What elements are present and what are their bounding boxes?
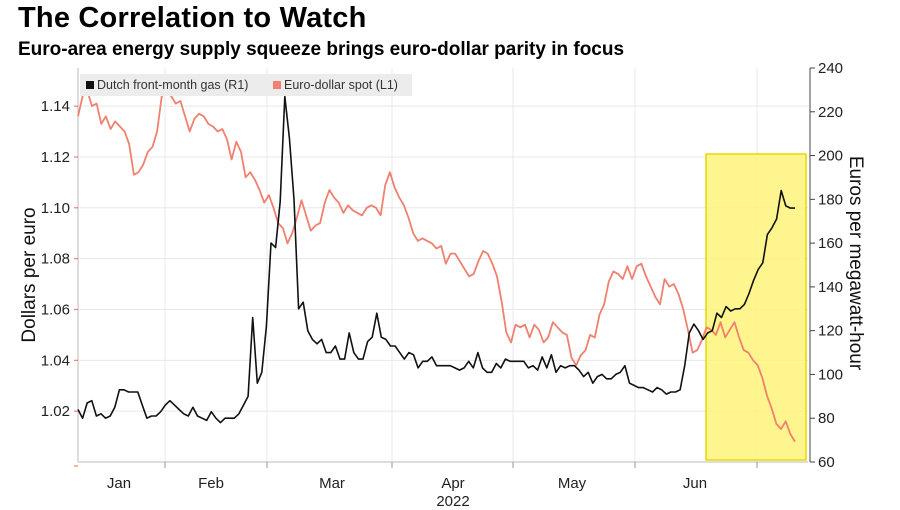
series-line-eurusd: [77, 90, 796, 443]
y-right-tick-label: 140: [818, 279, 843, 296]
y-right-tick-label: 120: [818, 323, 843, 340]
x-tick-label: Apr: [441, 475, 464, 492]
series-line-gas: [77, 95, 795, 424]
y-left-tick-label: 1.04: [41, 352, 70, 369]
legend-background: [80, 74, 412, 96]
x-tick-label: Jan: [107, 475, 131, 492]
y-right-tick-label: 200: [818, 148, 843, 165]
tick-labels: 1.02 1.04 1.06 1.08 1.10 1.12 1.14 60 80 100 120 14…: [41, 60, 843, 492]
y-left-tick-label: 1.02: [41, 403, 70, 420]
x-axis-year-label: 2022: [436, 493, 469, 510]
x-tick-label: Mar: [319, 475, 345, 492]
legend-label-gas: Dutch front-month gas (R1): [97, 78, 248, 92]
legend-swatch-gas: [86, 81, 94, 89]
chart-subtitle: Euro-area energy supply squeeze brings e…: [18, 39, 625, 60]
x-tick-label: Jun: [683, 475, 707, 492]
y-left-tick-label: 1.06: [41, 301, 70, 318]
x-tick-label: Feb: [198, 475, 224, 492]
legend-label-eurusd: Euro-dollar spot (L1): [284, 78, 398, 92]
y-left-tick-label: 1.08: [41, 251, 70, 268]
y-left-tick-label: 1.10: [41, 200, 70, 217]
series-lines: [77, 90, 796, 443]
y-axis-right-title: Euros per megawatt-hour: [845, 156, 866, 371]
x-tick-label: May: [558, 475, 587, 492]
legend-swatch-eurusd: [273, 81, 281, 89]
y-left-tick-label: 1.14: [41, 98, 70, 115]
y-right-tick-label: 160: [818, 235, 843, 252]
axes: [74, 67, 815, 468]
y-right-tick-label: 80: [818, 410, 835, 427]
y-right-tick-label: 220: [818, 104, 843, 121]
y-right-tick-label: 100: [818, 366, 843, 383]
legend: Dutch front-month gas (R1) Euro-dollar s…: [80, 74, 412, 96]
chart-title: The Correlation to Watch: [18, 2, 367, 34]
y-right-tick-label: 60: [818, 454, 835, 471]
highlight-region: [705, 153, 807, 461]
y-axis-left-title: Dollars per euro: [19, 207, 40, 342]
y-right-tick-label: 180: [818, 191, 843, 208]
y-right-tick-label: 240: [818, 60, 843, 77]
y-left-tick-label: 1.12: [41, 149, 70, 166]
